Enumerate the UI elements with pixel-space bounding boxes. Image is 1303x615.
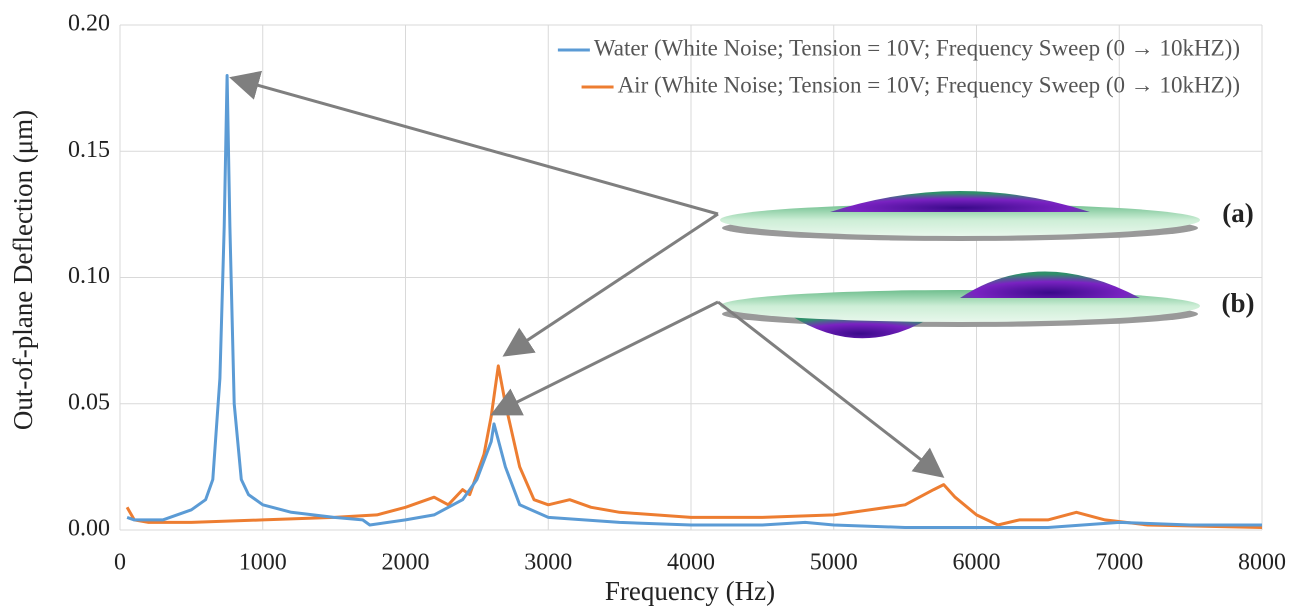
x-tick-label: 2000 [382, 550, 430, 576]
y-tick-label: 0.15 [68, 137, 110, 163]
legend-label: Water (White Noise; Tension = 10V; Frequ… [594, 35, 1240, 60]
x-tick-label: 3000 [524, 550, 572, 576]
annotation: (a) [1222, 198, 1253, 228]
x-tick-label: 7000 [1095, 550, 1143, 576]
data-line [125, 364, 1263, 529]
x-axis-title: Frequency (Hz) [605, 576, 775, 606]
legend: Water (White Noise; Tension = 10V; Frequ… [557, 35, 1240, 97]
y-tick-label: 0.05 [68, 389, 110, 415]
x-tick-label: 8000 [1238, 550, 1286, 576]
illustration [720, 191, 1200, 339]
plot [125, 74, 1263, 529]
x-tick-label: 6000 [953, 550, 1001, 576]
legend-label: Air (White Noise; Tension = 10V; Frequen… [618, 72, 1240, 97]
x-tick-label: 1000 [239, 550, 287, 576]
grid: 0.00 0.05 0.10 0.15 0.20 0 1000 2000 3000 4000 500… [68, 11, 1286, 576]
y-tick-label: 0.10 [68, 263, 110, 289]
y-tick-label: 0.20 [68, 11, 110, 37]
x-tick-label: 5000 [810, 550, 858, 576]
x-tick-label: 0 [114, 550, 126, 576]
arrows [229, 70, 945, 478]
y-tick-label: 0.00 [68, 516, 110, 542]
y-axis-title: Out-of-plane Deflection (μm) [8, 110, 38, 430]
data-line [126, 74, 1262, 529]
annotation: (b) [1222, 288, 1255, 318]
x-tick-label: 4000 [667, 550, 715, 576]
